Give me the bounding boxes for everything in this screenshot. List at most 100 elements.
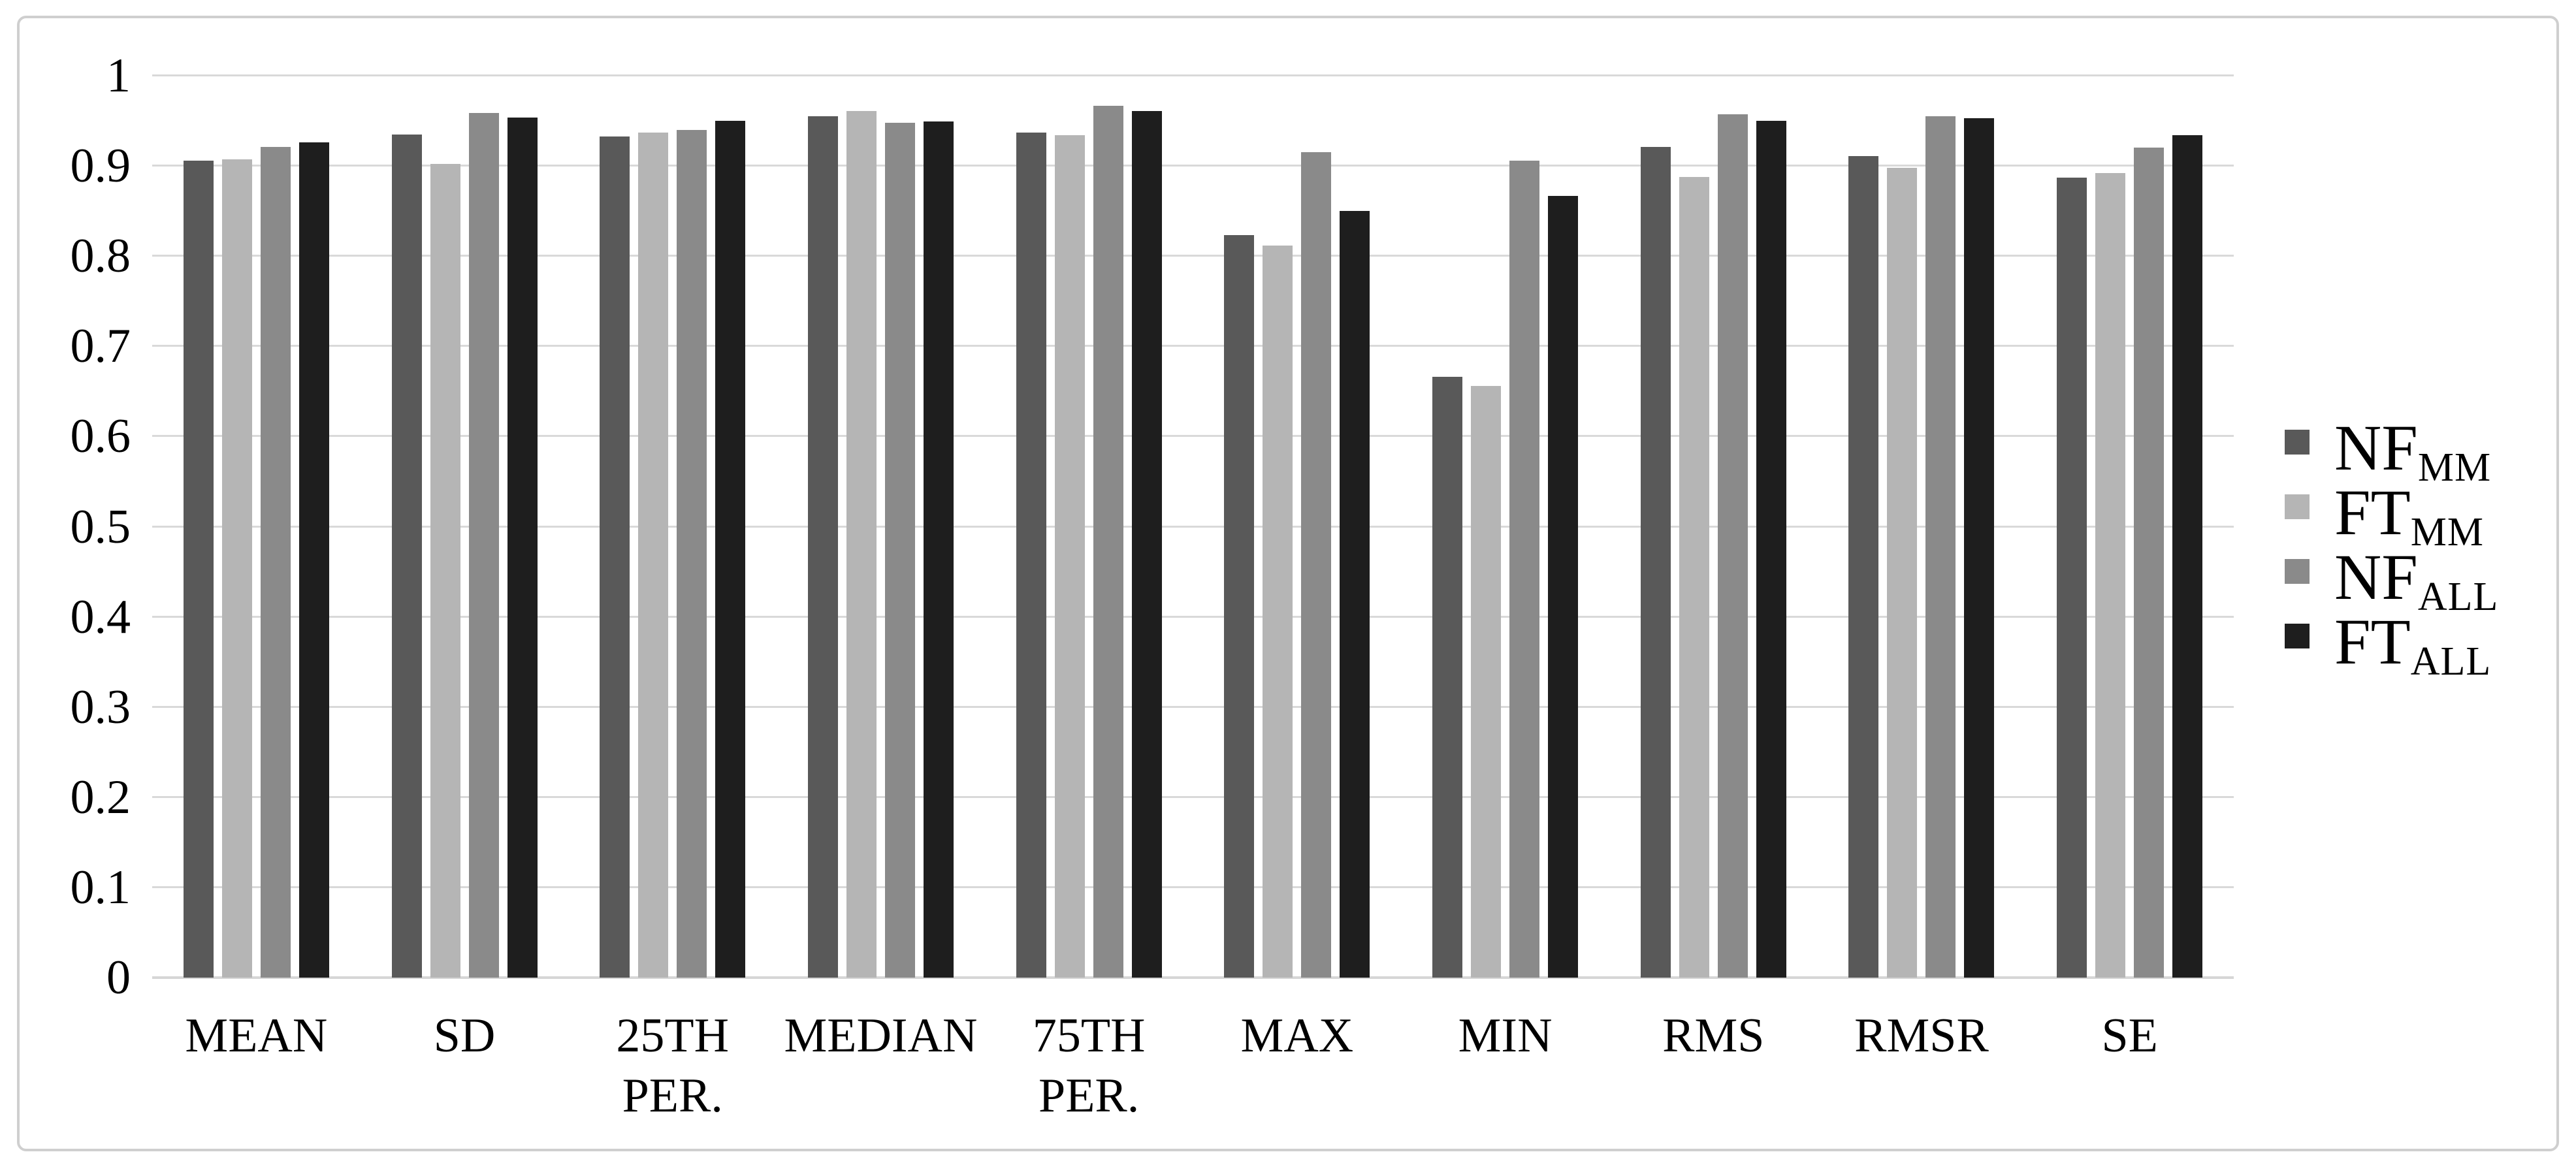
bar-group-25th-per- bbox=[568, 76, 777, 978]
legend-item-ft_all: FTALL bbox=[2285, 609, 2498, 684]
bar-ft_all bbox=[1964, 118, 1995, 978]
bar-nf_mm bbox=[600, 136, 630, 978]
legend-swatch bbox=[2285, 559, 2310, 584]
gridline bbox=[152, 886, 2234, 888]
legend-label-main: FT bbox=[2334, 605, 2411, 678]
x-label-75th-per-: 75TH PER. bbox=[1032, 1009, 1146, 1123]
bar-ft_all bbox=[923, 121, 954, 978]
legend-swatch bbox=[2285, 624, 2310, 648]
bar-ft_all bbox=[1756, 121, 1786, 978]
x-label-max: MAX bbox=[1240, 1009, 1354, 1063]
bar-group-rms bbox=[1609, 76, 1818, 978]
bar-ft_mm bbox=[2095, 173, 2126, 978]
y-tick-label: 0.5 bbox=[70, 500, 131, 554]
legend-label: FTMM bbox=[2334, 480, 2484, 555]
gridline bbox=[152, 74, 2234, 76]
bar-nf_mm bbox=[807, 116, 838, 978]
legend-label-sub: ALL bbox=[2410, 639, 2492, 684]
bar-ft_all bbox=[715, 121, 746, 978]
gridline bbox=[152, 435, 2234, 438]
bar-group-max bbox=[1193, 76, 1402, 978]
gridline bbox=[152, 345, 2234, 347]
bar-nf_all bbox=[1925, 116, 1956, 978]
x-label-se: SE bbox=[2101, 1009, 2158, 1063]
bar-group-75th-per- bbox=[985, 76, 1193, 978]
legend-swatch bbox=[2285, 494, 2310, 519]
gridline bbox=[152, 165, 2234, 167]
bar-nf_all bbox=[1717, 114, 1748, 978]
bar-nf_all bbox=[2134, 148, 2165, 978]
bar-group-sd bbox=[361, 76, 569, 978]
bar-nf_all bbox=[468, 112, 499, 978]
legend: NFMM FTMM NFALL FTALL bbox=[2285, 415, 2498, 684]
bar-ft_all bbox=[1340, 211, 1370, 978]
bar-nf_all bbox=[884, 122, 915, 978]
y-tick-label: 0.9 bbox=[70, 139, 131, 193]
x-label-rms: RMS bbox=[1662, 1009, 1765, 1063]
bar-nf_all bbox=[677, 129, 707, 978]
gridline bbox=[152, 525, 2234, 528]
x-label-25th-per-: 25TH PER. bbox=[616, 1009, 730, 1123]
legend-label: NFALL bbox=[2334, 545, 2499, 620]
y-tick-label: 0.8 bbox=[70, 229, 131, 283]
bar-ft_mm bbox=[1263, 245, 1293, 978]
bar-group-rmsr bbox=[1818, 76, 2026, 978]
bar-nf_mm bbox=[1640, 147, 1671, 978]
gridline bbox=[152, 795, 2234, 798]
bar-nf_all bbox=[1301, 152, 1332, 978]
gridline bbox=[152, 976, 2234, 979]
bar-nf_all bbox=[1509, 160, 1540, 978]
legend-item-ft_mm: FTMM bbox=[2285, 480, 2498, 554]
gridline bbox=[152, 615, 2234, 618]
plot-area bbox=[152, 74, 2234, 979]
bar-nf_mm bbox=[1848, 155, 1879, 978]
x-label-rmsr: RMSR bbox=[1854, 1009, 1989, 1063]
bar-group-mean bbox=[152, 76, 361, 978]
y-tick-label: 0 bbox=[106, 951, 131, 1004]
legend-item-nf_all: NFALL bbox=[2285, 545, 2498, 619]
bar-ft_mm bbox=[1887, 167, 1918, 978]
bar-ft_all bbox=[507, 117, 538, 978]
bar-ft_all bbox=[1131, 110, 1162, 978]
bar-nf_mm bbox=[2057, 178, 2087, 978]
bar-group-min bbox=[1401, 76, 1609, 978]
y-tick-label: 0.7 bbox=[70, 319, 131, 374]
legend-label-main: NF bbox=[2334, 411, 2418, 484]
bar-ft_mm bbox=[430, 164, 460, 978]
bar-nf_all bbox=[260, 147, 291, 978]
legend-label: FTALL bbox=[2334, 609, 2492, 684]
y-tick-label: 0.1 bbox=[70, 860, 131, 914]
bar-ft_mm bbox=[1471, 386, 1502, 978]
bar-ft_mm bbox=[1679, 176, 1709, 978]
legend-label-sub: MM bbox=[2410, 510, 2484, 555]
bar-ft_mm bbox=[846, 110, 877, 978]
x-label-median: MEDIAN bbox=[784, 1009, 978, 1063]
legend-label-main: FT bbox=[2334, 476, 2411, 549]
legend-label-sub: MM bbox=[2417, 445, 2492, 490]
bar-ft_mm bbox=[1054, 135, 1085, 978]
bar-nf_mm bbox=[1016, 133, 1046, 978]
y-tick-label: 0.6 bbox=[70, 409, 131, 464]
x-label-mean: MEAN bbox=[185, 1009, 328, 1063]
y-tick-label: 0.3 bbox=[70, 680, 131, 734]
legend-label-sub: ALL bbox=[2417, 575, 2499, 620]
bar-ft_mm bbox=[221, 159, 252, 978]
bar-ft_mm bbox=[638, 133, 669, 978]
bar-ft_all bbox=[2172, 135, 2203, 978]
bar-group-se bbox=[2025, 76, 2234, 978]
x-label-min: MIN bbox=[1458, 1009, 1553, 1063]
bar-ft_all bbox=[1548, 195, 1579, 978]
x-label-sd: SD bbox=[433, 1009, 496, 1063]
bar-ft_all bbox=[298, 142, 329, 978]
y-tick-label: 1 bbox=[106, 49, 131, 103]
y-tick-label: 0.2 bbox=[70, 770, 131, 824]
bar-groups bbox=[152, 76, 2234, 978]
gridline bbox=[152, 705, 2234, 708]
x-axis-labels: MEAN SD 25TH PER. MEDIAN 75TH PER. MAX MIN RMS R… bbox=[152, 1006, 2234, 1126]
bar-nf_mm bbox=[1224, 235, 1255, 978]
legend-label-main: NF bbox=[2334, 541, 2418, 613]
bar-nf_mm bbox=[183, 160, 214, 978]
y-tick-label: 0.4 bbox=[70, 590, 131, 644]
bar-nf_mm bbox=[391, 134, 422, 978]
